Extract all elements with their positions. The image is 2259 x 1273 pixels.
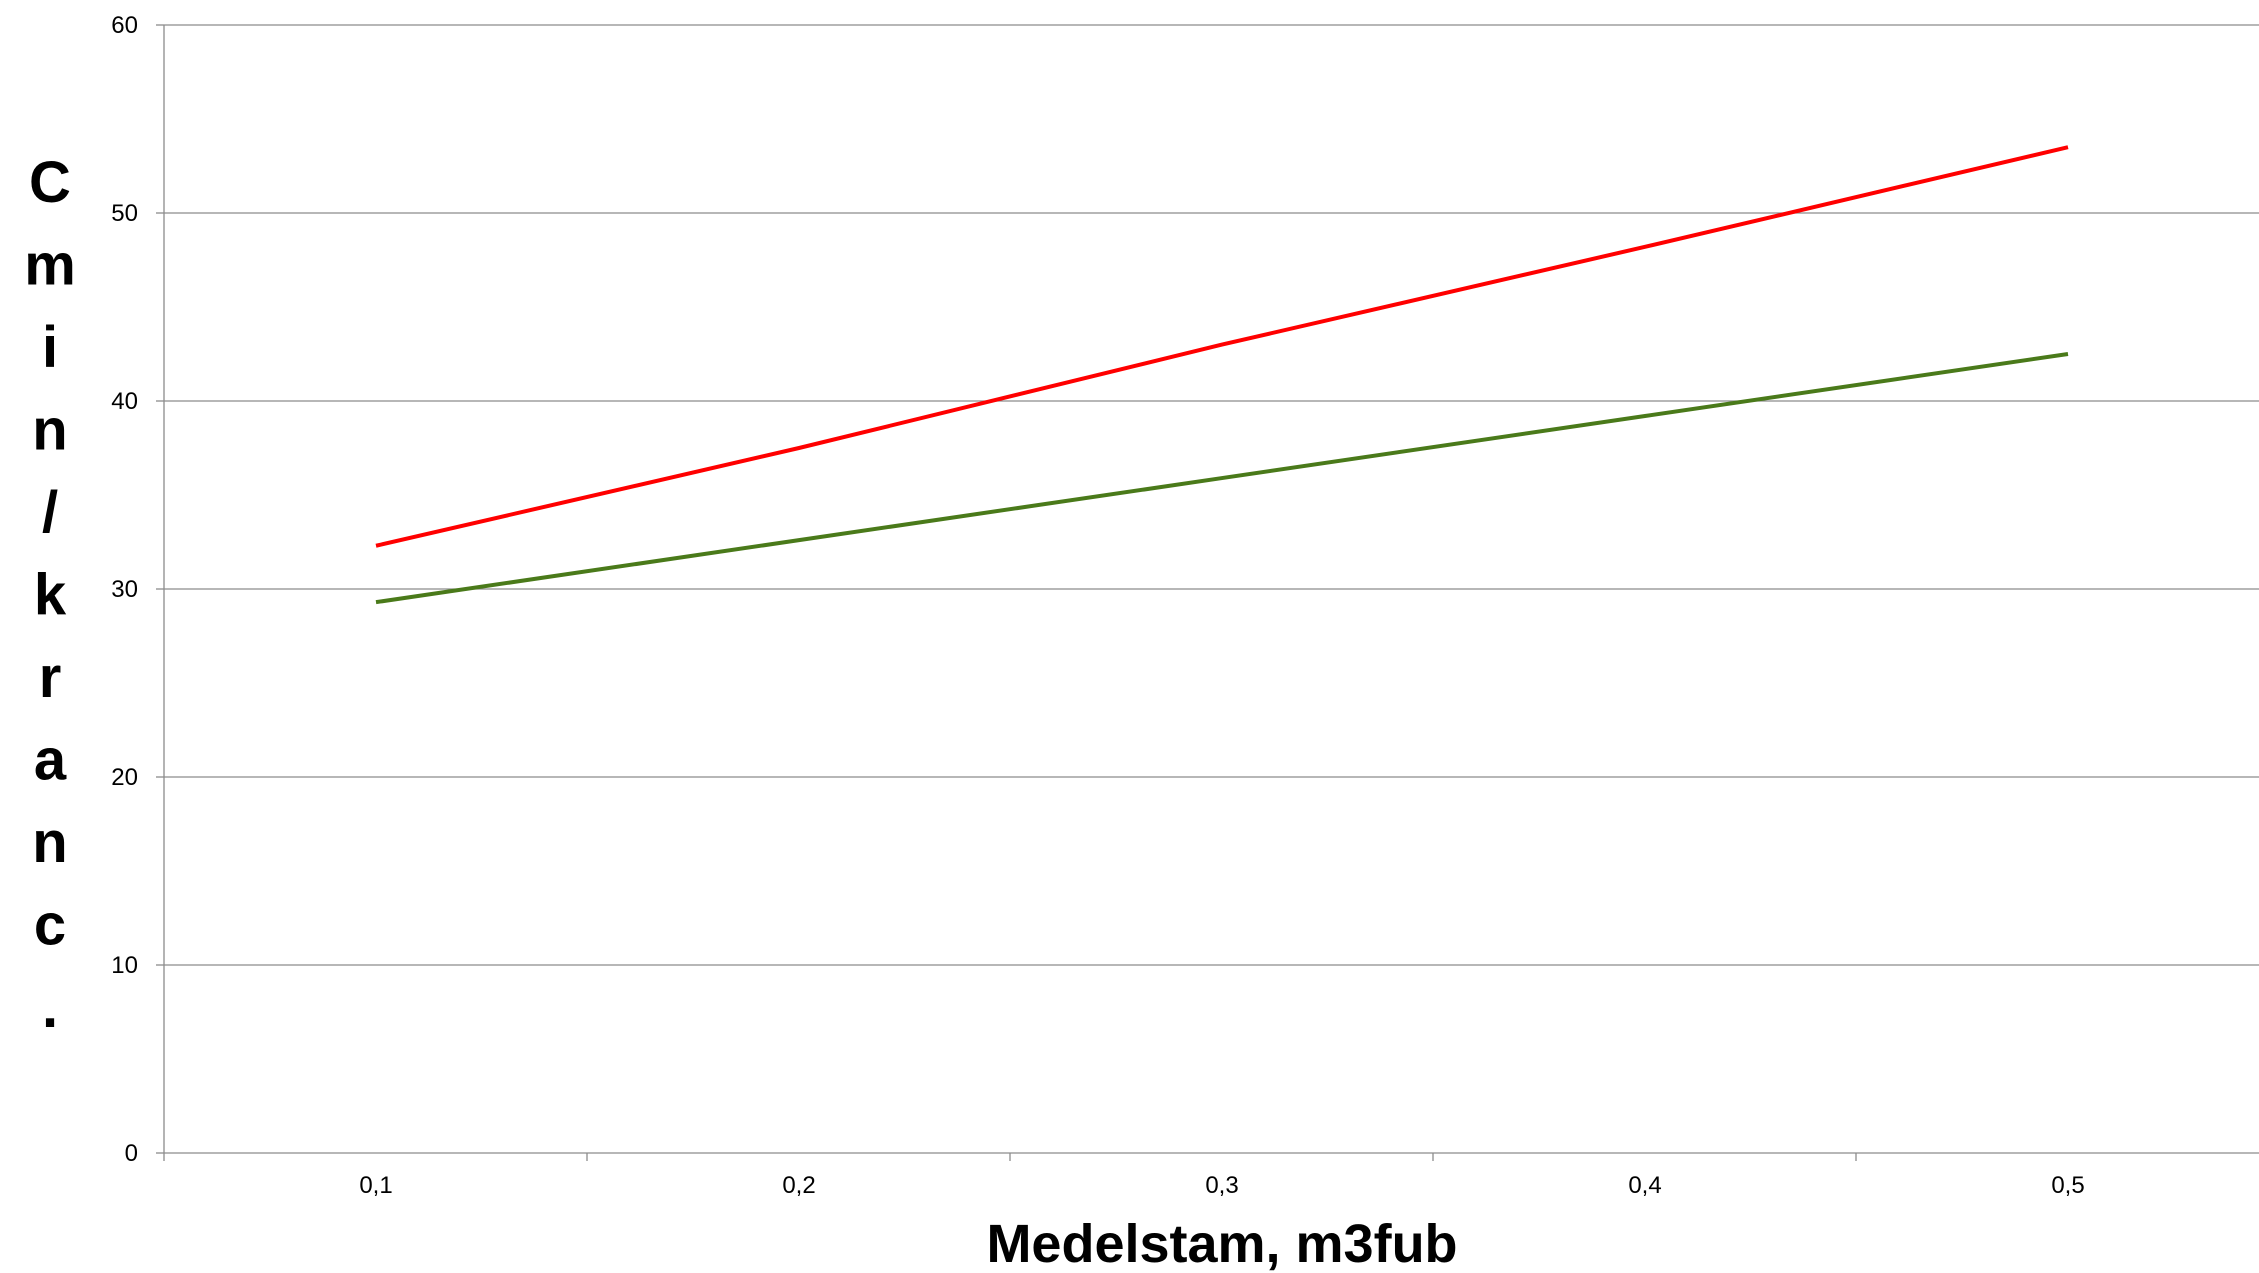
y-axis-label-char: / (42, 480, 58, 545)
y-axis-label-char: r (39, 645, 62, 710)
y-axis-label-char: n (32, 810, 67, 875)
y-axis-label-char: . (42, 975, 58, 1040)
series-line-2 (375, 352, 2069, 605)
y-tick-label: 40 (111, 388, 138, 415)
series-line-1 (375, 145, 2069, 548)
series-lines (375, 145, 2069, 605)
x-tick-label: 0,1 (359, 1172, 392, 1199)
y-axis-label-char: n (32, 398, 67, 463)
y-axis-label-char: c (34, 893, 66, 958)
x-axis-label: Medelstam, m3fub (986, 1214, 1457, 1273)
x-tick-label: 0,2 (782, 1172, 815, 1199)
y-tick-label: 0 (125, 1140, 138, 1167)
x-tick-label: 0,3 (1205, 1172, 1238, 1199)
y-axis-label-char: a (34, 728, 67, 793)
y-tick-label: 30 (111, 576, 138, 603)
y-axis-label-char: m (24, 233, 76, 298)
y-axis-label-char: k (34, 563, 67, 628)
x-tick-labels: 0,1 0,2 0,3 0,4 0,5 (359, 1172, 2084, 1199)
y-tick-label: 20 (111, 764, 138, 791)
y-tick-label: 60 (111, 12, 138, 39)
gridlines (164, 24, 2259, 966)
y-tick-label: 10 (111, 952, 138, 979)
x-tick-label: 0,4 (1628, 1172, 1661, 1199)
x-tick-label: 0,5 (2051, 1172, 2084, 1199)
y-axis-label-char: C (29, 150, 71, 215)
y-tick-labels: 0 10 20 30 40 50 60 (111, 12, 138, 1167)
axes (156, 24, 2259, 1161)
y-axis-label-char: i (42, 315, 58, 380)
y-tick-label: 50 (111, 200, 138, 227)
